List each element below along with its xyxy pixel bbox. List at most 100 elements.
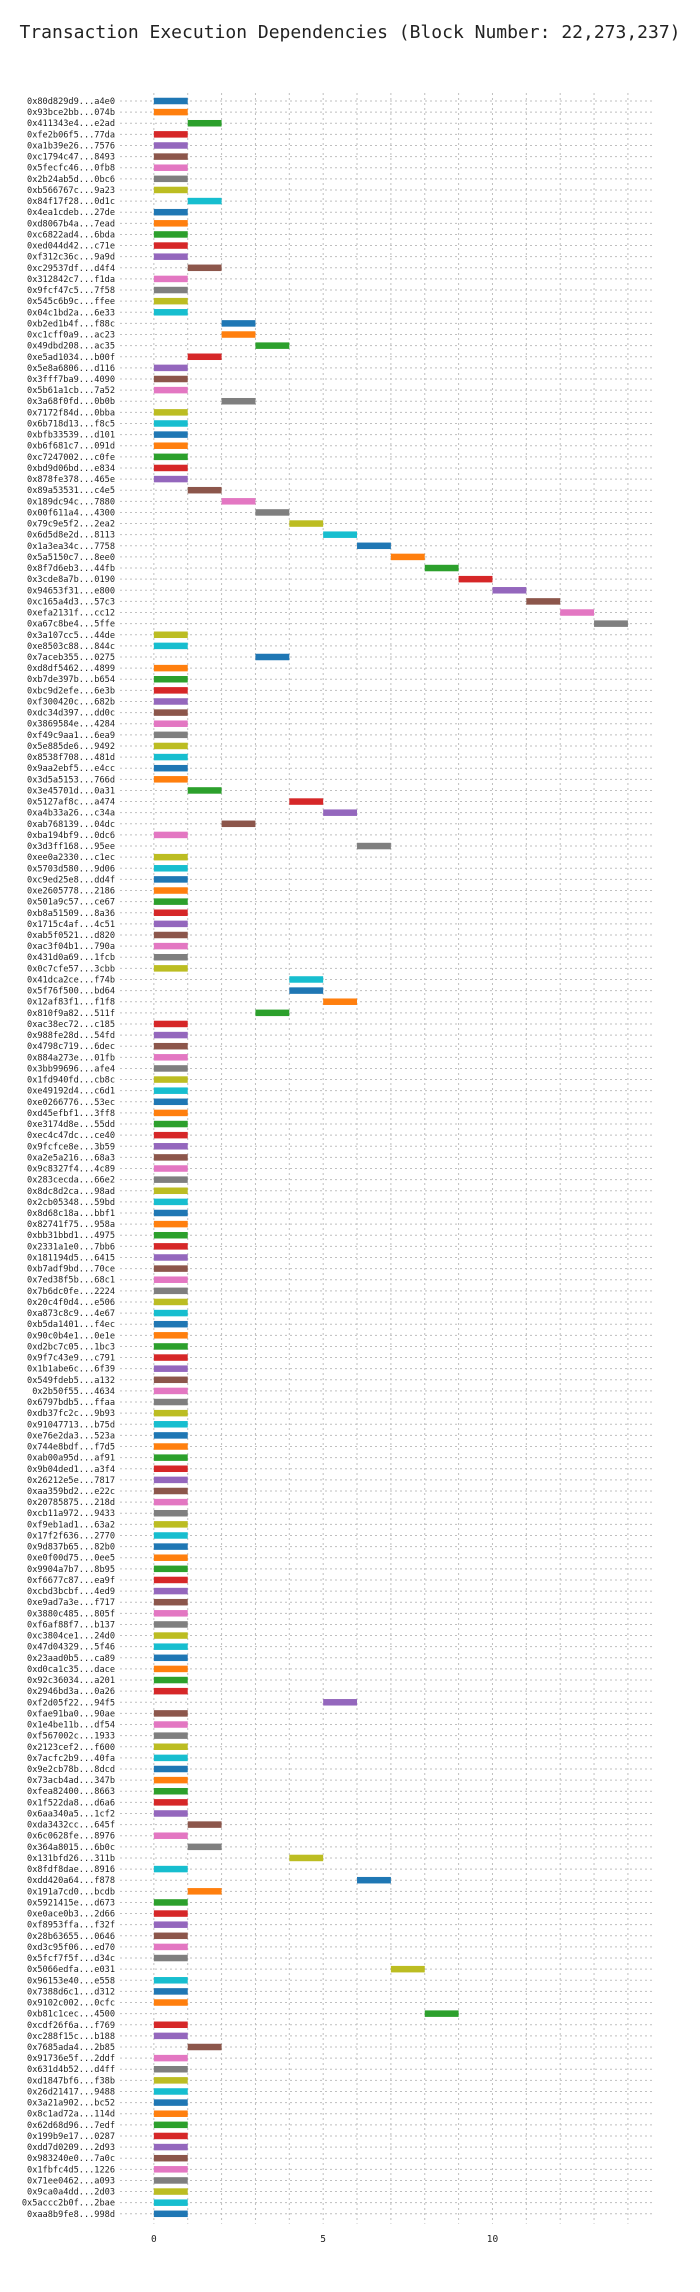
transaction-label: 0xab768139...04dc [27,820,115,830]
transaction-bar [153,2177,188,2184]
transaction-bar [153,2054,188,2062]
transaction-label: 0x5accc2b0f...2bae [22,2199,115,2209]
transaction-bar [153,1521,188,1528]
transaction-bar [153,1765,188,1773]
transaction-bar [221,320,256,327]
transaction-label: 0x1e4be11b...df54 [27,1721,115,1731]
transaction-bar [153,865,188,872]
transaction-label: 0xac3f04b1...790a [27,942,115,952]
transaction-label: 0xe9ad7a3e...f717 [27,1598,115,1608]
transaction-label: 0xf6677c87...ea9f [27,1576,115,1586]
transaction-label: 0x7b6dc0fe...2224 [27,1287,115,1297]
transaction-label: 0x1f522da8...d6a6 [27,1798,115,1808]
transaction-bar [153,386,188,394]
transaction-bar [153,1243,188,1250]
transaction-label: 0x89a53531...c4e5 [27,486,115,496]
transaction-label: 0x6b718d13...f8c5 [27,419,115,429]
transaction-bar [187,1888,222,1895]
transaction-label: 0x9d837b65...82b0 [27,1543,115,1553]
transaction-label: 0xd1847bf6...f38b [27,2076,115,2086]
transaction-label: 0xc288f15c...b188 [27,2032,115,2042]
transaction-bar [153,1265,188,1272]
transaction-bar [289,976,324,983]
transaction-bar [390,1965,425,1973]
transaction-label: 0xec4c47dc...ce40 [27,1131,115,1141]
transaction-bar [153,1432,188,1439]
transaction-bar [153,1587,188,1595]
transaction-label: 0xab5f0521...d820 [27,931,115,941]
transaction-label: 0x5f76f500...bd64 [27,987,115,997]
transaction-label: 0x93bce2bb...074b [27,108,115,118]
transaction-label: 0x411343e4...e2ad [27,119,115,129]
transaction-bar [153,231,188,238]
transaction-label: 0xc1cff0a9...ac23 [27,331,115,341]
transaction-bar [560,609,595,616]
transaction-label: 0xbc9d2efe...6e3b [27,686,115,696]
transaction-label: 0xf8953ffa...f32f [27,1921,115,1931]
transaction-label: 0xc7247002...c0fe [27,453,115,463]
transaction-bar [153,309,188,316]
transaction-label: 0xe8503c88...844c [27,642,115,652]
transaction-label: 0xdd7d0209...2d93 [27,2143,115,2153]
transaction-label: 0xe0f00d75...0ee5 [27,1554,115,1564]
transaction-bar [153,2110,188,2117]
transaction-bar [153,1309,188,1317]
transaction-label: 0x878fe378...465e [27,475,115,485]
transaction-label: 0x189dc94c...7880 [27,497,115,507]
transaction-label: 0x131bfd26...311b [27,1854,115,1864]
transaction-label: 0x5921415e...d673 [27,1898,115,1908]
transaction-bar [153,108,188,116]
transaction-label: 0xb7adf9bd...70ce [27,1265,115,1275]
transaction-bar [153,1176,188,1183]
transaction-label: 0x12af83f1...f1f8 [27,998,115,1008]
transaction-label: 0x23aad0b5...ca89 [27,1654,115,1664]
transaction-bar [153,1398,188,1406]
transaction-bar [153,942,188,950]
transaction-label: 0x80d829d9...a4e0 [27,97,115,107]
transaction-bar [221,820,256,828]
transaction-bar [153,720,188,727]
transaction-bar [153,1065,188,1072]
transaction-label: 0xe3174d8e...55dd [27,1120,115,1130]
transaction-bar [153,453,188,461]
transaction-bar [153,2021,188,2029]
transaction-bar [357,842,391,850]
transaction-label: 0xba194bf9...0dc6 [27,831,115,841]
transaction-bar [153,876,188,883]
transaction-label: 0x49dbd208...ac35 [27,342,115,352]
transaction-label: 0xcb11a972...9433 [27,1509,115,1519]
transaction-label: 0x17f2f636...2770 [27,1531,115,1541]
transaction-label: 0x6797bdb5...ffaa [27,1398,115,1408]
transaction-label: 0x549fdeb5...a132 [27,1376,115,1386]
transaction-bar [153,1799,188,1806]
transaction-bar [153,1710,188,1717]
transaction-bar [153,1565,188,1573]
transaction-label: 0xbfb33539...d101 [27,431,115,441]
transaction-bar [153,1576,188,1584]
transaction-label: 0xe76e2da3...523a [27,1431,115,1441]
transaction-label: 0x7acfc2b9...40fa [27,1754,115,1764]
transaction-label: 0x2b24ab5d...0bc6 [27,175,115,185]
transaction-label: 0x82741f75...958a [27,1220,115,1230]
transaction-bar [153,2132,188,2140]
transaction-label: 0xdd420a64...f878 [27,1876,115,1886]
transaction-label: 0x90c0b4e1...0e1e [27,1331,115,1341]
transaction-bar [153,297,188,305]
transaction-label: 0xc165a4d3...57c3 [27,597,115,607]
transaction-label: 0x00f611a4...4300 [27,508,115,518]
transaction-bar [153,698,188,705]
transaction-label: 0x7ed38f5b...68c1 [27,1276,115,1286]
transaction-label: 0x5b61a1cb...7a52 [27,386,115,396]
transaction-bar [153,2077,188,2084]
transaction-label: 0x3d5a5153...766d [27,775,115,785]
transaction-bar [153,1554,188,1561]
transaction-bar [153,1676,188,1684]
transaction-bar [458,575,493,583]
transaction-label: 0xe49192d4...c6d1 [27,1087,115,1097]
transaction-bar [153,1543,188,1550]
transaction-bar [153,1832,188,1839]
transaction-bar [153,1143,188,1150]
transaction-bar [153,186,188,194]
transaction-label: 0xd0ca1c35...dace [27,1665,115,1675]
transaction-bar [153,1020,188,1028]
